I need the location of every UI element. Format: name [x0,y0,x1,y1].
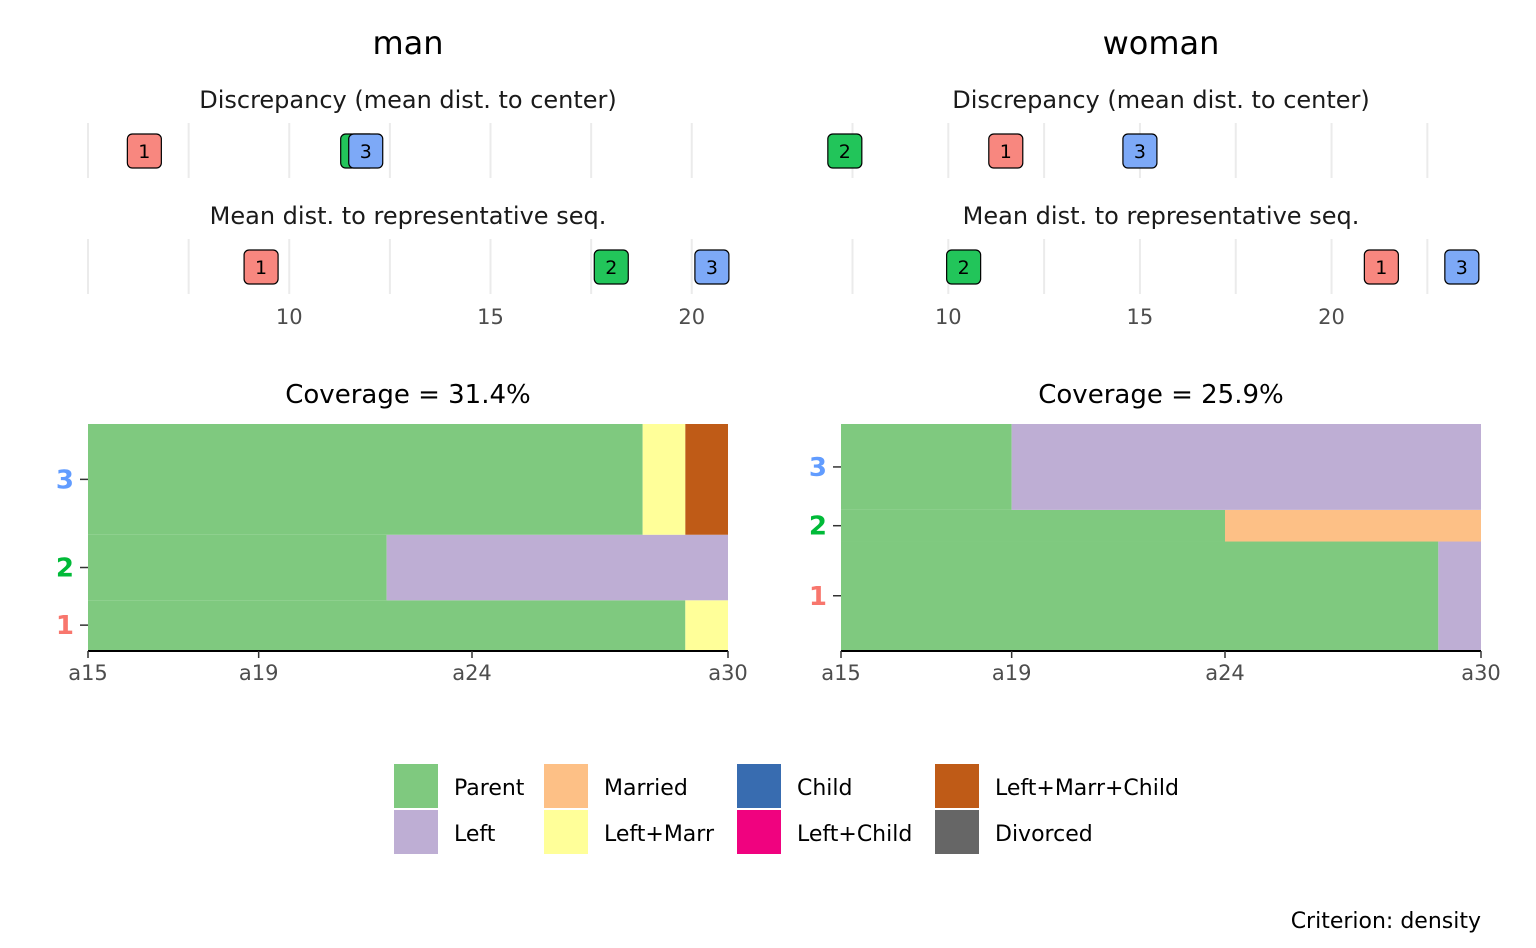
sequence-segment-left [386,534,728,601]
discrepancy-label-cluster-3: 3 [360,141,372,163]
mean-dist-marker-cluster-3 [1444,249,1480,285]
discrepancy-label-cluster-3: 3 [1134,141,1146,163]
legend-label: Left+Child [797,822,912,847]
x-tick-label: a30 [1461,661,1501,685]
x-tick-label: 10 [935,305,962,329]
y-label-cluster-3: 3 [809,453,827,483]
mean-dist-label-cluster-3: 3 [1456,257,1468,279]
panel-title-woman: woman [1103,24,1220,62]
x-tick-label: a24 [1205,661,1245,685]
sequence-segment-parent [88,424,643,535]
sequence-segment-left-marr-child [685,424,728,535]
discrepancy-subtitle-woman: Discrepancy (mean dist. to center) [952,86,1370,114]
legend-swatch-married [544,764,588,808]
discrepancy-subtitle-man: Discrepancy (mean dist. to center) [199,86,617,114]
y-label-cluster-1: 1 [809,582,827,612]
legend-swatch-left-child [737,810,781,854]
sequence-segment-parent [841,541,1439,650]
x-tick-label: a30 [708,661,748,685]
discrepancy-marker-cluster-3 [1122,133,1158,169]
sequence-segment-parent [841,424,1012,510]
discrepancy-marker-cluster-3 [348,133,384,169]
legend-label: Parent [454,776,525,801]
x-tick-label: 15 [1127,305,1154,329]
y-label-cluster-2: 2 [809,512,827,542]
mean-dist-subtitle-woman: Mean dist. to representative seq. [963,202,1360,230]
legend-label: Left+Marr+Child [995,776,1179,801]
mean-dist-label-cluster-1: 1 [255,257,267,279]
discrepancy-label-cluster-2: 2 [839,141,851,163]
mean-dist-label-cluster-2: 2 [958,257,970,279]
caption: Criterion: density [1291,909,1481,934]
mean-dist-label-cluster-3: 3 [706,257,718,279]
sequence-segment-left [1011,424,1481,510]
legend-swatch-child [737,764,781,808]
mean-dist-label-cluster-1: 1 [1375,257,1387,279]
legend-label: Left [454,822,496,847]
sequence-segment-left-marr [642,424,686,535]
y-label-cluster-2: 2 [56,554,74,584]
mean-dist-marker-cluster-3 [694,249,730,285]
sequence-segment-parent [88,534,387,601]
legend-swatch-divorced [935,810,979,854]
x-tick-label: 15 [477,305,504,329]
y-label-cluster-3: 3 [56,465,74,495]
x-tick-label: 10 [276,305,303,329]
coverage-title-man: Coverage = 31.4% [285,380,530,410]
mean-dist-subtitle-man: Mean dist. to representative seq. [210,202,607,230]
discrepancy-label-cluster-1: 1 [138,141,150,163]
sequence-segment-parent [841,509,1225,542]
x-tick-label: a15 [821,661,861,685]
coverage-title-woman: Coverage = 25.9% [1038,380,1283,410]
x-tick-label: a19 [992,661,1032,685]
mean-dist-label-cluster-2: 2 [605,257,617,279]
mean-dist-marker-cluster-1 [243,249,279,285]
x-tick-label: 20 [1318,305,1345,329]
legend-swatch-parent [394,764,438,808]
discrepancy-label-cluster-1: 1 [1000,141,1012,163]
mean-dist-marker-cluster-2 [593,249,629,285]
legend-label: Left+Marr [604,822,715,847]
discrepancy-marker-cluster-1 [126,133,162,169]
sequence-segment-parent [88,600,686,650]
discrepancy-marker-cluster-2 [827,133,863,169]
sequence-segment-married [1225,509,1481,542]
discrepancy-marker-cluster-1 [988,133,1024,169]
mean-dist-marker-cluster-1 [1363,249,1399,285]
panel-title-man: man [372,24,443,62]
y-label-cluster-1: 1 [56,611,74,641]
x-tick-label: a24 [452,661,492,685]
mean-dist-marker-cluster-2 [946,249,982,285]
x-tick-label: a19 [239,661,279,685]
legend-swatch-left-marr [544,810,588,854]
legend-label: Married [604,776,688,801]
legend-label: Divorced [995,822,1093,847]
legend-swatch-left-marr-child [935,764,979,808]
legend-swatch-left [394,810,438,854]
x-tick-label: 20 [678,305,705,329]
legend-label: Child [797,776,853,801]
sequence-segment-left-marr [685,600,728,650]
x-tick-label: a15 [68,661,108,685]
sequence-segment-left [1438,541,1481,650]
